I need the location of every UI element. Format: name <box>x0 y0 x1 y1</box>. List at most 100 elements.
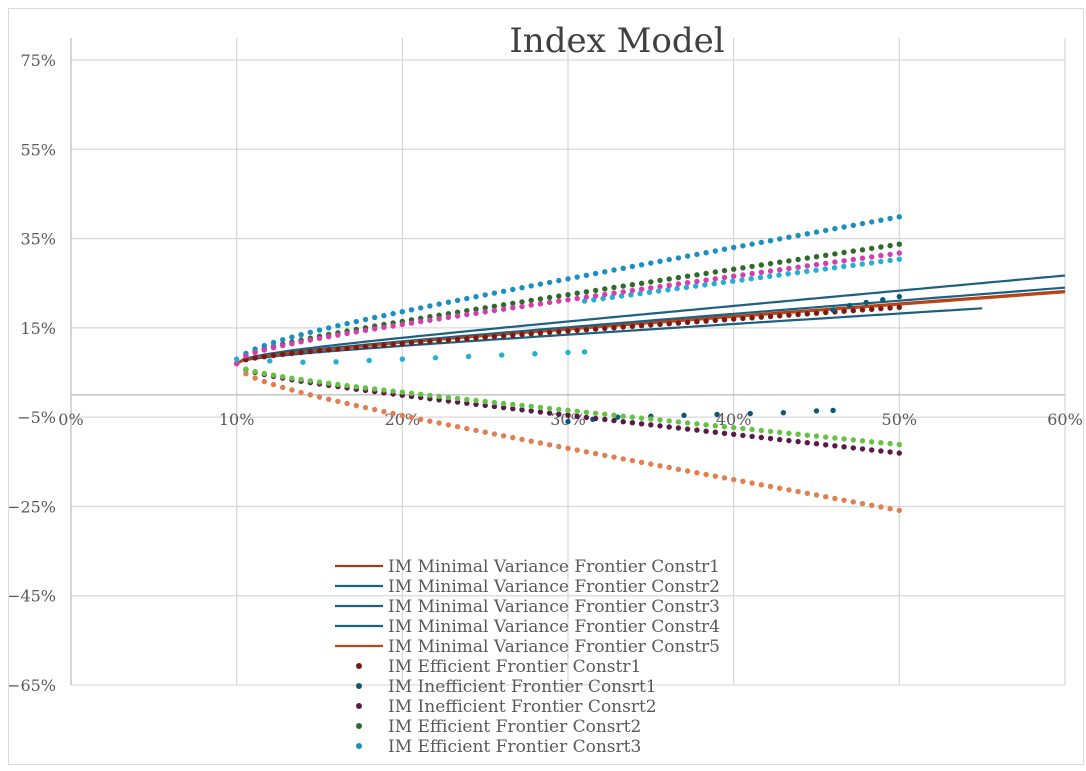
series-layer <box>233 214 1066 514</box>
series-12-point <box>841 263 847 270</box>
series-10-point <box>418 416 424 422</box>
series-9-point <box>482 292 488 298</box>
series-9-point <box>740 243 746 249</box>
series-9-point <box>758 239 764 246</box>
series-13-point <box>491 307 498 314</box>
series-13-point <box>436 316 442 322</box>
series-11-point <box>454 395 461 402</box>
series-11-point <box>878 440 884 446</box>
series-9-point <box>592 270 599 277</box>
series-11-point <box>712 423 718 429</box>
series-9-point <box>795 232 801 239</box>
series-8-point <box>859 247 866 253</box>
series-11-point <box>749 426 755 433</box>
series-13-point <box>749 270 755 277</box>
series-10-point <box>261 378 267 385</box>
series-10-point <box>786 487 792 493</box>
series-8-point <box>675 274 682 281</box>
series-10-point <box>491 431 498 437</box>
series-9-point <box>270 339 277 346</box>
series-10-point <box>436 420 442 426</box>
series-7-point <box>859 446 866 452</box>
series-5-point <box>381 342 387 348</box>
series-7-point <box>565 412 571 418</box>
series-8-point <box>556 293 562 299</box>
series-13-point <box>243 353 249 359</box>
series-10-point <box>694 470 700 476</box>
series-8-point <box>482 305 488 311</box>
series-8-point <box>537 296 544 302</box>
series-13-point <box>777 267 783 273</box>
series-5-point <box>399 341 405 347</box>
series-11-point <box>896 441 902 448</box>
series-9-point <box>344 320 350 327</box>
series-9-point <box>767 238 774 244</box>
series-8-point <box>666 276 672 282</box>
series-5-point <box>326 347 332 353</box>
y-tick-label: −5% <box>17 408 56 427</box>
series-9-point <box>454 297 461 304</box>
legend-dot-swatch <box>356 743 362 749</box>
series-7-point <box>583 414 590 421</box>
series-11-point <box>804 432 810 438</box>
series-13-point <box>731 273 737 279</box>
series-13-point <box>261 347 267 353</box>
series-13-point <box>657 283 663 290</box>
series-11-point <box>767 428 774 435</box>
series-10-point <box>445 422 452 428</box>
series-10-point <box>408 414 415 421</box>
series-8-point <box>777 259 783 265</box>
series-12-point <box>767 273 773 279</box>
series-5-point <box>280 351 286 358</box>
series-13-point <box>666 282 672 288</box>
series-11-point <box>445 394 452 401</box>
series-11-point <box>620 413 626 419</box>
series-10-point <box>740 478 746 484</box>
series-5-point <box>795 311 801 318</box>
series-13-point <box>767 268 774 274</box>
series-9-point <box>684 253 691 259</box>
x-tick-label: 50% <box>882 410 918 429</box>
series-12-point <box>683 284 690 291</box>
series-7-point <box>832 443 838 449</box>
series-10-point <box>583 449 590 455</box>
series-7-point <box>620 419 626 425</box>
series-5-point <box>712 317 718 324</box>
series-5-point <box>316 348 323 354</box>
series-9-point <box>381 312 387 319</box>
series-13-point <box>270 345 277 351</box>
series-13-point <box>721 274 728 281</box>
series-7-point <box>510 406 516 412</box>
series-8-point <box>850 248 856 254</box>
series-11-point <box>491 399 498 406</box>
y-tick-label: −45% <box>7 587 56 606</box>
series-5-point <box>464 336 470 342</box>
series-5-point <box>813 310 820 316</box>
series-7-point <box>703 428 709 434</box>
series-8-point <box>841 249 847 256</box>
series-9-point <box>546 279 553 286</box>
series-14-point <box>432 355 439 361</box>
series-7-point <box>786 437 792 444</box>
series-13-point <box>289 341 295 347</box>
series-5-point <box>289 350 295 357</box>
series-10-point <box>638 459 645 465</box>
series-9-point <box>500 288 507 294</box>
series-10-point <box>537 440 544 446</box>
series-11-point <box>592 410 599 416</box>
series-10-point <box>316 394 323 400</box>
series-10-point <box>243 371 249 377</box>
series-10-point <box>252 375 258 381</box>
series-9-point <box>666 256 672 263</box>
series-8-point <box>795 256 801 263</box>
series-7-point <box>592 415 599 422</box>
series-11-point <box>703 422 709 428</box>
series-9-point <box>777 236 783 242</box>
series-10-point <box>289 387 295 393</box>
series-5-point <box>390 341 396 348</box>
series-10-point <box>500 433 507 439</box>
series-5-point <box>823 309 829 316</box>
series-12-point <box>776 272 782 278</box>
series-7-point <box>841 444 847 450</box>
series-6-point <box>565 418 571 425</box>
